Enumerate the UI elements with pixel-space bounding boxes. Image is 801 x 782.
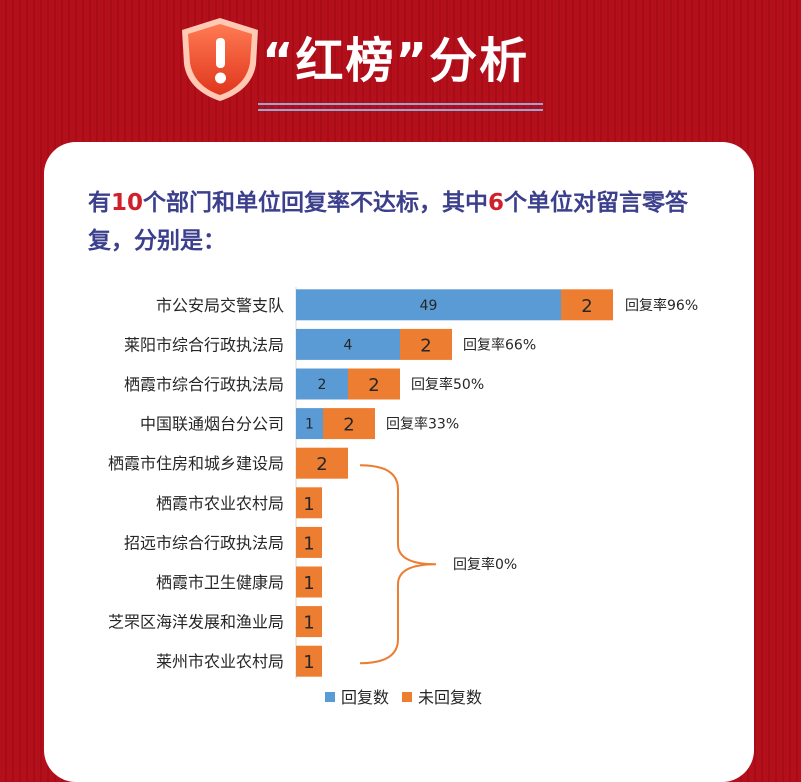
reply-rate-label: 回复率66% [463, 336, 536, 353]
bar-value-label: 1 [303, 573, 314, 594]
bar-replied [296, 408, 323, 440]
bar-unreplied [348, 368, 400, 400]
bar-value-label: 1 [303, 533, 314, 554]
bar-value-label: 2 [581, 296, 592, 317]
title-underline [258, 103, 543, 105]
category-label: 栖霞市农业农村局 [156, 494, 284, 513]
reply-rate-chart: 市公安局交警支队 49 2 回复率96% 莱阳市综合行政执法局 4 2 回复率66% 栖霞市综合… [108, 287, 698, 707]
bar-unreplied [400, 328, 452, 360]
category-label: 中国联通烟台分公司 [140, 415, 284, 434]
bar-value-label: 2 [368, 375, 379, 396]
intro-part: 个单位对留言零答复，分别是： [88, 190, 689, 254]
bar-value-label: 1 [305, 417, 314, 433]
bar-unreplied [296, 566, 322, 598]
bar-replied [296, 289, 561, 321]
category-label: 莱州市农业农村局 [156, 652, 284, 671]
bar-value-label: 4 [344, 337, 353, 353]
header: “红榜”分析 [0, 0, 801, 130]
bar-value-label: 1 [303, 652, 314, 673]
bar-replied [296, 328, 400, 360]
bar-value-label: 2 [316, 454, 327, 475]
intro-text: 有10个部门和单位回复率不达标，其中6个单位对留言零答复，分别是： [88, 184, 728, 260]
reply-rate-label: 回复率33% [386, 416, 459, 433]
zero-rate-bracket [359, 464, 437, 665]
legend-swatch-unreplied [402, 692, 412, 702]
bar-value-label: 1 [303, 613, 314, 634]
intro-part: 有 [88, 190, 111, 216]
bar-value-label: 49 [420, 298, 438, 314]
bar-unreplied [323, 408, 375, 440]
bar-value-label: 2 [420, 335, 431, 356]
category-label: 莱阳市综合行政执法局 [124, 335, 284, 354]
content-card [44, 142, 754, 782]
bar-unreplied [296, 606, 322, 638]
bar-replied [296, 368, 348, 400]
category-label: 芝罘区海洋发展和渔业局 [108, 613, 284, 632]
warning-shield-icon [182, 18, 258, 101]
category-label: 招远市综合行政执法局 [124, 533, 284, 552]
category-label: 栖霞市综合行政执法局 [124, 375, 284, 394]
page-title: “红榜”分析 [262, 33, 530, 89]
bar-value-label: 2 [318, 377, 327, 393]
reply-rate-label: 回复率96% [625, 297, 698, 314]
bar-unreplied [296, 645, 322, 677]
bar-value-label: 2 [343, 415, 354, 436]
reply-rate-label: 回复率0% [453, 556, 517, 573]
intro-highlight-number: 6 [488, 190, 505, 216]
category-label: 栖霞市卫生健康局 [156, 573, 284, 592]
bar-unreplied [296, 526, 322, 558]
bar-unreplied [561, 289, 613, 321]
legend-label: 未回复数 [418, 688, 482, 707]
bar-unreplied [296, 487, 322, 519]
title-underline [258, 109, 543, 111]
category-label: 市公安局交警支队 [156, 296, 284, 315]
legend-label: 回复数 [341, 688, 389, 707]
bar-value-label: 1 [303, 494, 314, 515]
category-label: 栖霞市住房和城乡建设局 [108, 454, 284, 473]
intro-highlight-number: 10 [111, 190, 144, 216]
reply-rate-label: 回复率50% [411, 376, 484, 393]
bar-unreplied [296, 447, 348, 479]
legend-swatch-replied [325, 692, 335, 702]
intro-part: 个部门和单位回复率不达标，其中 [143, 190, 489, 216]
